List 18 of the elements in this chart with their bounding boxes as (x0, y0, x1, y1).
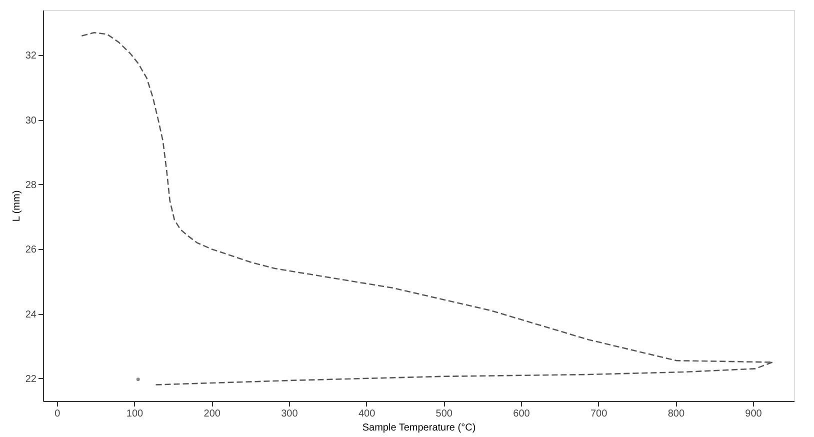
y-tick-label: 30 (25, 115, 37, 126)
y-axis-title: L (mm) (11, 190, 22, 222)
x-tick-label: 100 (126, 408, 144, 420)
x-tick-label: 700 (590, 408, 608, 420)
y-tick-label: 24 (25, 309, 37, 320)
y-tick-label: 28 (25, 180, 37, 191)
x-tick-label: 400 (358, 408, 376, 420)
x-tick-label: 200 (204, 408, 221, 420)
x-tick-label: 0 (54, 408, 61, 420)
y-tick-label: 32 (25, 50, 37, 62)
y-tick-label: 22 (25, 374, 37, 385)
x-tick-label: 800 (668, 408, 685, 420)
y-tick-label: 26 (25, 244, 37, 256)
x-tick-label: 900 (745, 408, 762, 420)
x-tick-label: 600 (513, 408, 530, 420)
x-tick-label: 500 (436, 408, 453, 420)
x-axis-title: Sample Temperature (°C) (362, 422, 476, 434)
x-tick-label: 300 (281, 408, 298, 420)
